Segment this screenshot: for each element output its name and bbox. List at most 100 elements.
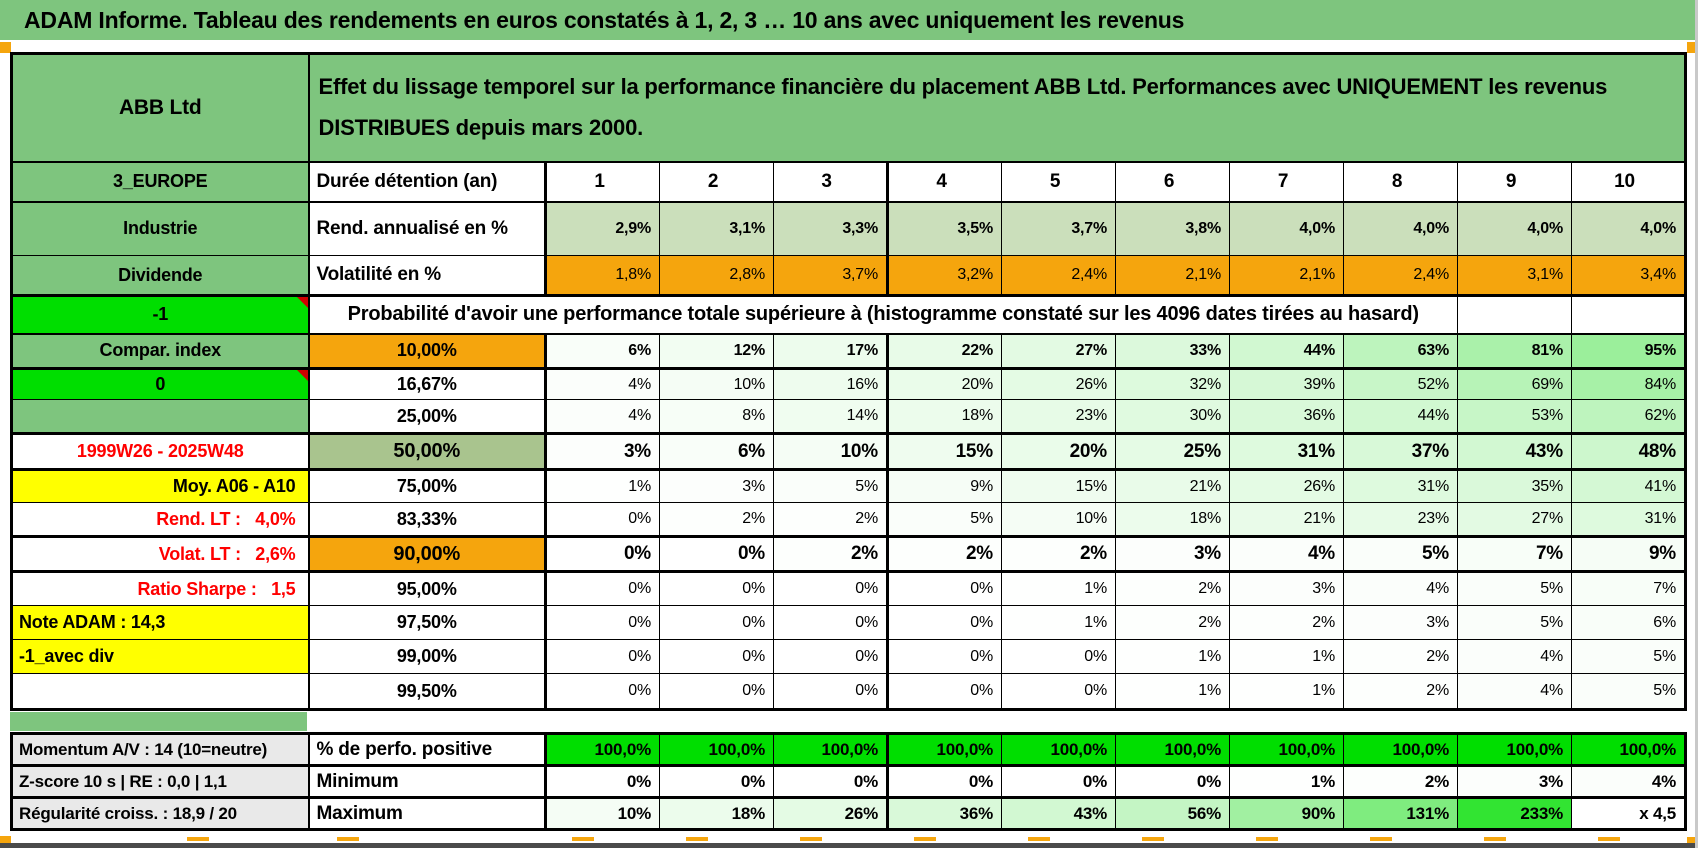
value-cell[interactable]: 9 [1457, 161, 1572, 203]
row-label-b[interactable]: % de perfo. positive [308, 733, 547, 767]
value-cell[interactable]: 44% [1343, 399, 1458, 435]
row-label-a[interactable]: Momentum A/V : 14 (10=neutre) [11, 733, 310, 767]
value-cell[interactable]: 1% [1229, 673, 1344, 711]
value-cell[interactable]: 30% [1115, 399, 1230, 435]
row-label-b[interactable]: 25,00% [308, 399, 547, 435]
row-label-a[interactable]: Régularité croiss. : 18,9 / 20 [11, 797, 310, 831]
value-cell[interactable]: 3% [1343, 605, 1458, 640]
value-cell[interactable]: 2% [1343, 765, 1458, 799]
value-cell[interactable]: 2% [1229, 605, 1344, 640]
value-cell[interactable]: 1% [1229, 639, 1344, 674]
row-label-b[interactable]: 50,00% [308, 433, 547, 471]
value-cell[interactable]: 6% [1571, 605, 1687, 640]
value-cell[interactable]: 1% [1115, 639, 1230, 674]
value-cell[interactable]: 2% [887, 536, 1002, 573]
value-cell[interactable]: 31% [1343, 469, 1458, 503]
value-cell[interactable]: 233% [1457, 797, 1572, 831]
value-cell[interactable]: 0% [659, 639, 774, 674]
value-cell[interactable]: 100,0% [1571, 733, 1687, 767]
value-cell[interactable]: 5 [1001, 161, 1116, 203]
value-cell[interactable]: 35% [1457, 469, 1572, 503]
value-cell[interactable]: 3,7% [1001, 201, 1116, 256]
value-cell[interactable]: 2,1% [1229, 255, 1344, 297]
value-cell[interactable]: 2% [659, 502, 774, 538]
value-cell[interactable]: 3% [1229, 571, 1344, 606]
value-cell[interactable]: 1,8% [545, 255, 660, 297]
value-cell[interactable]: 0% [545, 765, 660, 799]
value-cell[interactable]: 0% [887, 639, 1002, 674]
value-cell[interactable]: 33% [1115, 333, 1230, 370]
value-cell[interactable]: 4,0% [1343, 201, 1458, 256]
value-cell[interactable]: 6 [1115, 161, 1230, 203]
value-cell[interactable]: 0% [545, 536, 660, 573]
value-cell[interactable]: 12% [659, 333, 774, 370]
value-cell[interactable]: 8 [1343, 161, 1458, 203]
value-cell[interactable]: 53% [1457, 399, 1572, 435]
value-cell[interactable]: 69% [1457, 368, 1572, 400]
value-cell[interactable]: 48% [1571, 433, 1687, 471]
row-label-b[interactable]: 95,00% [308, 571, 547, 606]
value-cell[interactable]: 3,5% [887, 201, 1002, 256]
row-label-b[interactable]: 10,00% [308, 333, 547, 370]
value-cell[interactable]: 1% [1229, 765, 1344, 799]
value-cell[interactable]: 4% [545, 399, 660, 435]
value-cell[interactable]: 0% [659, 673, 774, 711]
row-label-b[interactable]: Volatilité en % [308, 255, 547, 297]
row-label-a[interactable]: Volat. LT : 2,6% [11, 536, 310, 573]
value-cell[interactable]: 41% [1571, 469, 1687, 503]
row-label-a[interactable]: 1999W26 - 2025W48 [11, 433, 310, 471]
value-cell[interactable]: 10% [1001, 502, 1116, 538]
value-cell[interactable]: 26% [773, 797, 889, 831]
value-cell[interactable]: 3% [659, 469, 774, 503]
value-cell[interactable]: 3% [1457, 765, 1572, 799]
value-cell[interactable]: 0% [1001, 673, 1116, 711]
value-cell[interactable]: 81% [1457, 333, 1572, 370]
value-cell[interactable]: 0% [1115, 765, 1230, 799]
value-cell[interactable]: 18% [659, 797, 774, 831]
value-cell[interactable]: 2% [773, 536, 889, 573]
value-cell[interactable]: 4% [545, 368, 660, 400]
value-cell[interactable]: 43% [1457, 433, 1572, 471]
value-cell[interactable]: 0% [773, 639, 889, 674]
value-cell[interactable]: 3,1% [659, 201, 774, 256]
value-cell[interactable]: 36% [887, 797, 1002, 831]
value-cell[interactable]: 31% [1571, 502, 1687, 538]
value-cell[interactable]: x 4,5 [1571, 797, 1687, 831]
value-cell[interactable]: 0% [773, 605, 889, 640]
value-cell[interactable]: 7% [1571, 571, 1687, 606]
row-label-a[interactable] [11, 673, 310, 711]
row-label-a[interactable]: Moy. A06 - A10 [11, 469, 310, 503]
value-cell[interactable]: 2% [1115, 605, 1230, 640]
value-cell[interactable]: 2% [1115, 571, 1230, 606]
value-cell[interactable]: 0% [773, 765, 889, 799]
value-cell[interactable]: 39% [1229, 368, 1344, 400]
value-cell[interactable]: 4% [1457, 639, 1572, 674]
value-cell[interactable]: 4,0% [1457, 201, 1572, 256]
value-cell[interactable]: 131% [1343, 797, 1458, 831]
value-cell[interactable]: 9% [1571, 536, 1687, 573]
value-cell[interactable]: 0% [659, 765, 774, 799]
value-cell[interactable]: 4% [1229, 536, 1344, 573]
row-label-b[interactable]: 16,67% [308, 368, 547, 400]
value-cell[interactable]: 10% [659, 368, 774, 400]
value-cell[interactable]: 31% [1229, 433, 1344, 471]
value-cell[interactable]: 26% [1229, 469, 1344, 503]
value-cell[interactable]: 1% [1001, 605, 1116, 640]
value-cell[interactable]: 100,0% [659, 733, 774, 767]
value-cell[interactable]: 2,4% [1001, 255, 1116, 297]
value-cell[interactable]: 3,3% [773, 201, 889, 256]
value-cell[interactable]: 0% [1001, 639, 1116, 674]
value-cell[interactable]: 4% [1457, 673, 1572, 711]
row-label-b[interactable]: 99,50% [308, 673, 547, 711]
value-cell[interactable]: 18% [887, 399, 1002, 435]
value-cell[interactable]: 0% [545, 673, 660, 711]
value-cell[interactable]: 0% [545, 571, 660, 606]
value-cell[interactable]: 2% [1001, 536, 1116, 573]
value-cell[interactable]: 18% [1115, 502, 1230, 538]
value-cell[interactable]: 10 [1571, 161, 1687, 203]
row-label-a[interactable]: 3_EUROPE [11, 161, 310, 203]
value-cell[interactable]: 16% [773, 368, 889, 400]
value-cell[interactable]: 3,7% [773, 255, 889, 297]
value-cell[interactable]: 0% [887, 673, 1002, 711]
value-cell[interactable]: 5% [887, 502, 1002, 538]
